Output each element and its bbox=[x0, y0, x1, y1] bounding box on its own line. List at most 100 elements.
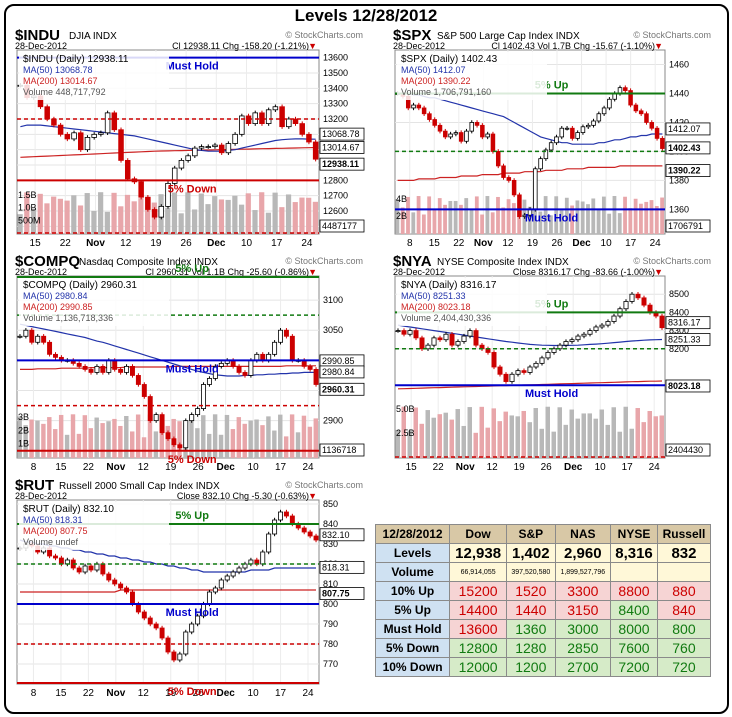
x-tick-label: 24 bbox=[301, 238, 313, 249]
legend-entry: Volume 2,404,430,336 bbox=[401, 313, 491, 323]
y-tick-label: 850 bbox=[323, 499, 338, 509]
summary-column-header: Dow bbox=[449, 524, 508, 544]
summary-row: 5% Up 14400 1440 3150 8400 840 bbox=[374, 600, 712, 620]
volume-bar bbox=[591, 198, 596, 234]
volume-bar bbox=[279, 207, 285, 234]
candle-body bbox=[289, 515, 295, 525]
candle-body bbox=[266, 533, 272, 553]
legend-entry: $INDU (Daily) 12938.11 bbox=[23, 54, 129, 65]
price-tag-box bbox=[665, 379, 711, 393]
candle-body bbox=[272, 341, 278, 355]
volume-bar bbox=[41, 423, 46, 458]
legend-entry: Volume 448,717,792 bbox=[23, 87, 106, 97]
volume-bar bbox=[406, 196, 410, 234]
volume-bar bbox=[118, 206, 124, 234]
watermark: © StockCharts.com bbox=[633, 30, 711, 40]
volume-bar bbox=[479, 406, 484, 458]
volume-bar bbox=[88, 428, 93, 458]
candle-body bbox=[461, 335, 467, 342]
candle-body bbox=[165, 637, 171, 653]
candle-body bbox=[411, 104, 416, 109]
candle-body bbox=[464, 130, 469, 142]
volume-bar bbox=[527, 422, 532, 458]
x-tick-label: Dec bbox=[216, 688, 235, 699]
volume-bar bbox=[254, 419, 259, 458]
volume-bar bbox=[485, 427, 490, 458]
volume-axis-label: 1.5B bbox=[18, 190, 37, 200]
level-label: Must Hold bbox=[525, 212, 578, 224]
summary-cell: 840 bbox=[656, 600, 712, 620]
price-tag-box bbox=[319, 365, 365, 379]
x-tick-label: 12 bbox=[138, 462, 150, 473]
volume-bar bbox=[411, 212, 416, 234]
candle-body bbox=[569, 339, 575, 342]
candle-body bbox=[469, 122, 475, 132]
down-triangle-icon: ▼ bbox=[308, 41, 317, 51]
volume-bar bbox=[272, 192, 278, 234]
volume-bar bbox=[224, 414, 230, 458]
chart-symbol: $RUT bbox=[15, 478, 54, 494]
y-tick-label: 13300 bbox=[323, 99, 348, 109]
y-tick-label: 790 bbox=[323, 619, 338, 629]
candle-body bbox=[124, 159, 131, 180]
candle-body bbox=[587, 330, 593, 335]
volume-bar bbox=[260, 425, 265, 458]
volume-bar bbox=[29, 419, 34, 458]
legend-entry: MA(50) 2980.84 bbox=[23, 291, 88, 301]
candle-body bbox=[94, 563, 100, 571]
legend-entry: $NYA (Daily) 8316.17 bbox=[401, 280, 497, 291]
x-tick-label: 19 bbox=[527, 238, 539, 249]
candle-body bbox=[106, 359, 112, 373]
candle-body bbox=[242, 372, 248, 376]
summary-cell: 1360 bbox=[506, 619, 556, 639]
price-tag-box bbox=[319, 382, 365, 396]
volume-bar bbox=[449, 419, 454, 458]
legend-entry: MA(200) 13014.67 bbox=[23, 76, 98, 86]
summary-cell: 15200 bbox=[449, 581, 508, 601]
volume-bar bbox=[266, 416, 271, 458]
down-triangle-icon: ▼ bbox=[308, 491, 317, 501]
candle-body bbox=[641, 297, 647, 306]
volume-bar bbox=[623, 406, 628, 458]
volume-bar bbox=[206, 433, 212, 458]
price-tag: 2980.84 bbox=[319, 365, 365, 379]
summary-cell: 880 bbox=[656, 581, 712, 601]
down-triangle-icon: ▼ bbox=[654, 41, 663, 51]
volume-bar bbox=[76, 433, 82, 458]
volume-bar bbox=[653, 416, 658, 458]
level-label: Must Hold bbox=[525, 388, 578, 400]
candle-body bbox=[517, 194, 522, 218]
volume-bar bbox=[44, 203, 50, 234]
candle-body bbox=[629, 293, 635, 302]
volume-bar bbox=[53, 429, 58, 458]
summary-cell: 12800 bbox=[449, 638, 508, 658]
volume-bar bbox=[639, 203, 643, 234]
chart-name: Russell 2000 Small Cap Index INDX bbox=[59, 481, 220, 492]
candle-body bbox=[71, 132, 77, 140]
volume-bar bbox=[238, 204, 245, 234]
volume-bar bbox=[575, 200, 580, 234]
volume-bar bbox=[58, 414, 64, 458]
summary-cell: 397,520,580 bbox=[506, 562, 556, 582]
price-tag: 8251.33 bbox=[665, 333, 711, 346]
summary-cell bbox=[610, 562, 658, 582]
volume-bar bbox=[265, 212, 272, 234]
volume-bar bbox=[629, 428, 634, 458]
volume-bar bbox=[130, 431, 135, 458]
candle-body bbox=[53, 353, 58, 358]
candle-body bbox=[416, 104, 422, 109]
x-tick-label: 15 bbox=[55, 688, 67, 699]
candle-body bbox=[509, 373, 515, 382]
candle-body bbox=[515, 370, 521, 375]
volume-bar bbox=[218, 199, 225, 234]
candle-body bbox=[548, 142, 554, 151]
volume-bar bbox=[259, 192, 265, 234]
ohlc-line: Cl 12938.11 Chg -158.20 (-1.21%) bbox=[172, 41, 309, 51]
volume-bar bbox=[245, 193, 251, 234]
price-tag: 1390.22 bbox=[665, 164, 711, 177]
volume-bar bbox=[283, 436, 289, 458]
x-tick-label: 17 bbox=[271, 238, 283, 249]
level-label: 5% Up bbox=[175, 263, 209, 275]
chart-name: DJIA INDX bbox=[69, 31, 117, 42]
